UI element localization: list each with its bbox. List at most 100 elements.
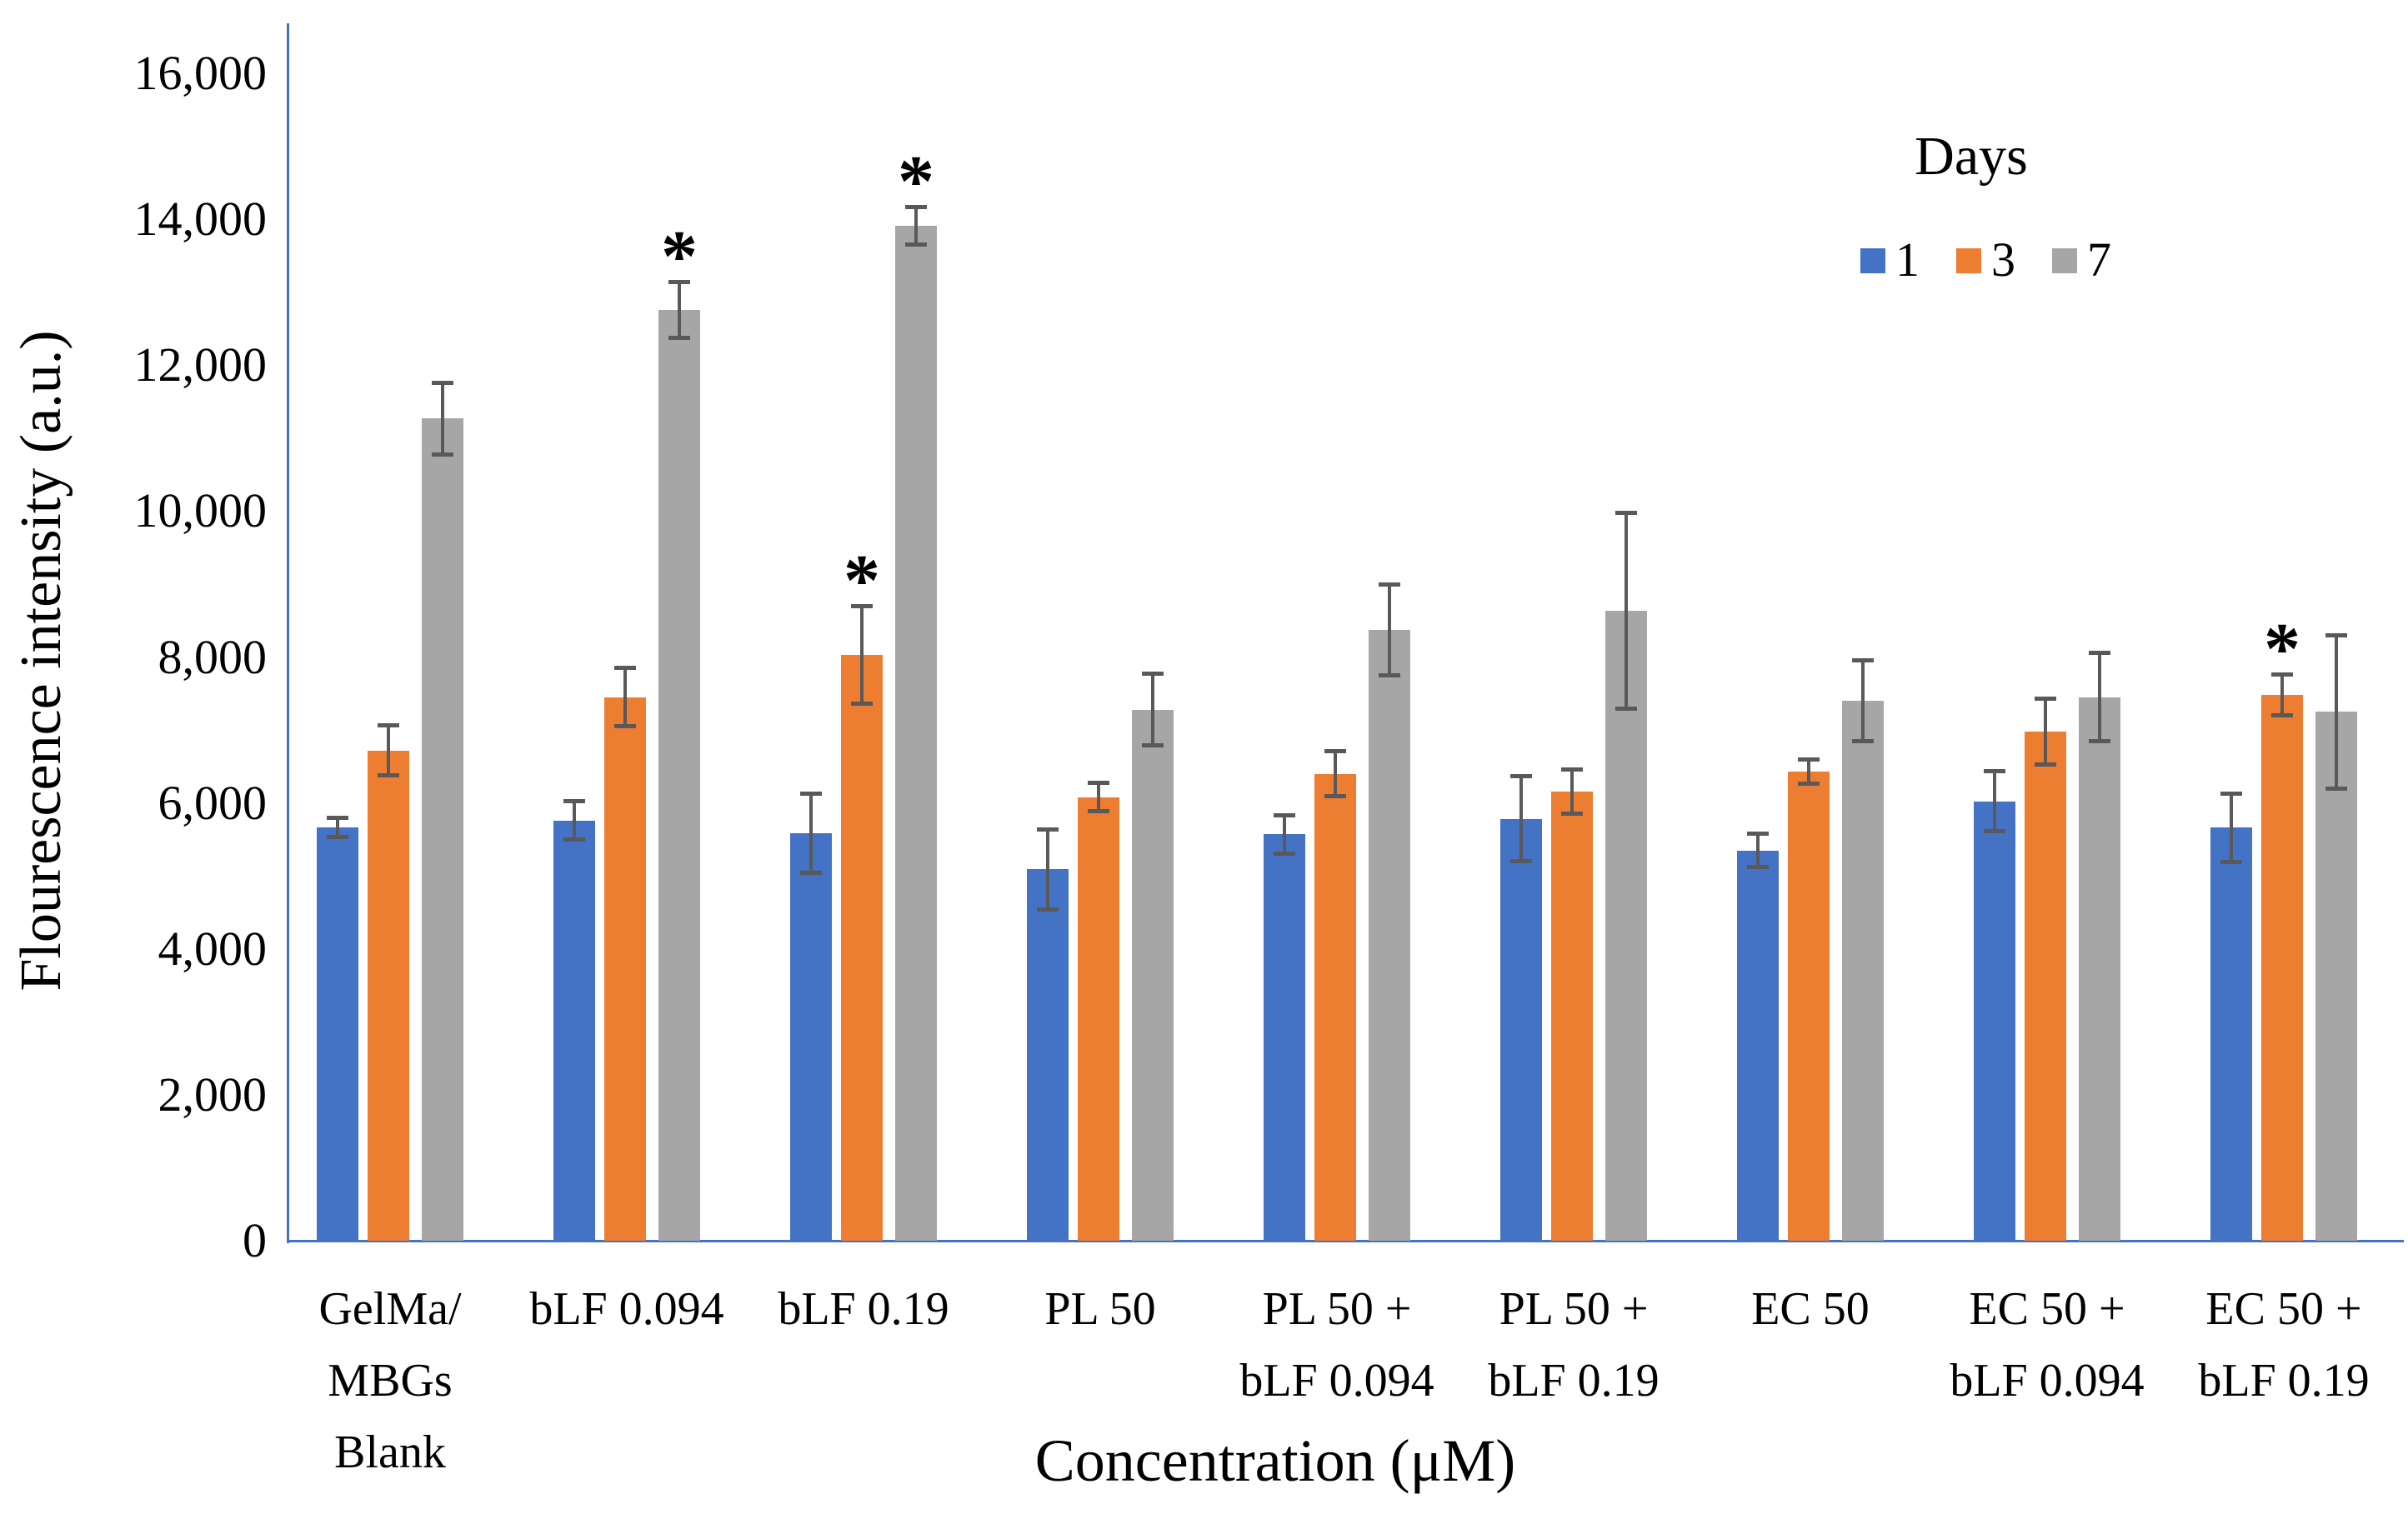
- y-tick-label: 16,000: [133, 46, 268, 100]
- bar-day1-group1: [317, 827, 358, 1241]
- error-bar: [387, 723, 390, 777]
- error-bar: [1625, 511, 1628, 712]
- error-bar-cap: [1142, 672, 1164, 676]
- bar-day3-group3: [841, 654, 883, 1241]
- legend-swatch-day7: [2052, 248, 2077, 273]
- error-bar-cap: [800, 792, 822, 797]
- bar-day7-group1: [422, 418, 463, 1241]
- bar-day7-group8: [2079, 697, 2120, 1241]
- y-tick-label: 8,000: [158, 629, 268, 684]
- error-bar-cap: [2220, 860, 2242, 865]
- bar-day1-group9: [2210, 827, 2252, 1241]
- y-tick-label: 10,000: [133, 483, 268, 538]
- bar-day1-group3: [790, 833, 832, 1241]
- y-tick-label: 14,000: [133, 192, 268, 247]
- error-bar-cap: [1561, 811, 1583, 816]
- error-bar-cap: [1324, 794, 1346, 799]
- bar-day3-group4: [1078, 797, 1119, 1241]
- error-bar: [2044, 696, 2047, 767]
- y-tick-label: 2,000: [158, 1067, 268, 1122]
- error-bar-cap: [614, 724, 636, 729]
- error-bar-cap: [905, 205, 927, 210]
- significance-asterisk: *: [844, 540, 880, 622]
- legend-label-day3: 3: [1991, 232, 2015, 287]
- bar-day3-group5: [1314, 773, 1356, 1241]
- bar-day1-group4: [1027, 869, 1069, 1241]
- error-bar-cap: [1274, 812, 1295, 817]
- error-bar: [2280, 672, 2284, 718]
- y-tick-label: 6,000: [158, 775, 268, 830]
- error-bar-cap: [1510, 774, 1532, 779]
- error-bar: [1861, 658, 1865, 743]
- bar-day3-group7: [1788, 771, 1830, 1241]
- error-bar-cap: [668, 279, 690, 284]
- error-bar-cap: [2271, 672, 2293, 677]
- x-category-label: bLF 0.19: [778, 1283, 949, 1335]
- error-bar-cap: [668, 335, 690, 340]
- error-bar: [1388, 582, 1391, 677]
- error-bar: [1334, 748, 1337, 799]
- significance-asterisk: *: [898, 142, 934, 223]
- error-bar: [2098, 651, 2101, 743]
- error-bar-cap: [2325, 786, 2347, 791]
- error-bar-cap: [1142, 743, 1164, 748]
- bar-day1-group8: [1974, 801, 2015, 1241]
- bar-day1-group6: [1500, 818, 1542, 1241]
- error-bar: [809, 792, 813, 876]
- error-bar: [623, 666, 627, 729]
- x-category-label: EC 50 + bLF 0.094: [1950, 1283, 2145, 1407]
- error-bar: [1519, 774, 1523, 864]
- error-bar-cap: [1037, 827, 1059, 832]
- x-category-label: bLF 0.094: [529, 1283, 724, 1335]
- error-bar-cap: [327, 816, 348, 821]
- error-bar-cap: [378, 723, 399, 728]
- error-bar: [1097, 781, 1100, 813]
- legend-swatch-day1: [1860, 248, 1885, 273]
- error-bar-cap: [432, 380, 453, 385]
- error-bar-cap: [563, 799, 585, 804]
- legend-title: Days: [1915, 126, 2028, 187]
- error-bar: [1046, 827, 1049, 912]
- y-tick-label: 12,000: [133, 337, 268, 392]
- error-bar-cap: [1274, 851, 1295, 856]
- error-bar-cap: [2271, 713, 2293, 718]
- error-bar-cap: [2089, 651, 2110, 656]
- error-bar-cap: [2325, 632, 2347, 637]
- bar-day7-group9: [2315, 712, 2357, 1241]
- bar-day3-group1: [368, 750, 409, 1241]
- error-bar-cap: [378, 772, 399, 777]
- error-bar-cap: [1984, 829, 2005, 834]
- error-bar-cap: [800, 871, 822, 876]
- error-bar: [2230, 791, 2233, 865]
- legend-label-day1: 1: [1895, 232, 1920, 287]
- error-bar-cap: [1747, 865, 1769, 870]
- error-bar-cap: [1798, 781, 1820, 786]
- error-bar-cap: [1852, 658, 1874, 663]
- x-category-label: PL 50 + bLF 0.19: [1488, 1283, 1660, 1407]
- error-bar-cap: [2035, 762, 2056, 767]
- error-bar-cap: [1379, 582, 1400, 587]
- error-bar-cap: [851, 702, 873, 707]
- bar-day3-group6: [1551, 791, 1593, 1241]
- y-tick-label: 0: [243, 1213, 267, 1267]
- error-bar-cap: [2089, 738, 2110, 743]
- bar-day7-group5: [1369, 630, 1410, 1241]
- error-bar-cap: [2220, 791, 2242, 796]
- x-axis-line: [287, 1240, 2404, 1242]
- error-bar-cap: [905, 242, 927, 247]
- x-category-label: EC 50: [1751, 1283, 1870, 1335]
- error-bar: [336, 816, 339, 840]
- error-bar-cap: [1798, 757, 1820, 762]
- error-bar: [1993, 769, 1996, 834]
- error-bar: [1283, 812, 1286, 856]
- bar-day3-group8: [2025, 731, 2066, 1241]
- bar-day3-group2: [604, 697, 646, 1241]
- error-bar-cap: [1088, 781, 1109, 786]
- error-bar-cap: [1379, 673, 1400, 678]
- error-bar-cap: [1037, 907, 1059, 912]
- error-bar: [2335, 632, 2338, 791]
- error-bar: [860, 603, 864, 707]
- legend: Days 1 3 7: [1792, 125, 2259, 308]
- legend-label-day7: 7: [2087, 232, 2111, 287]
- significance-asterisk: *: [661, 216, 698, 297]
